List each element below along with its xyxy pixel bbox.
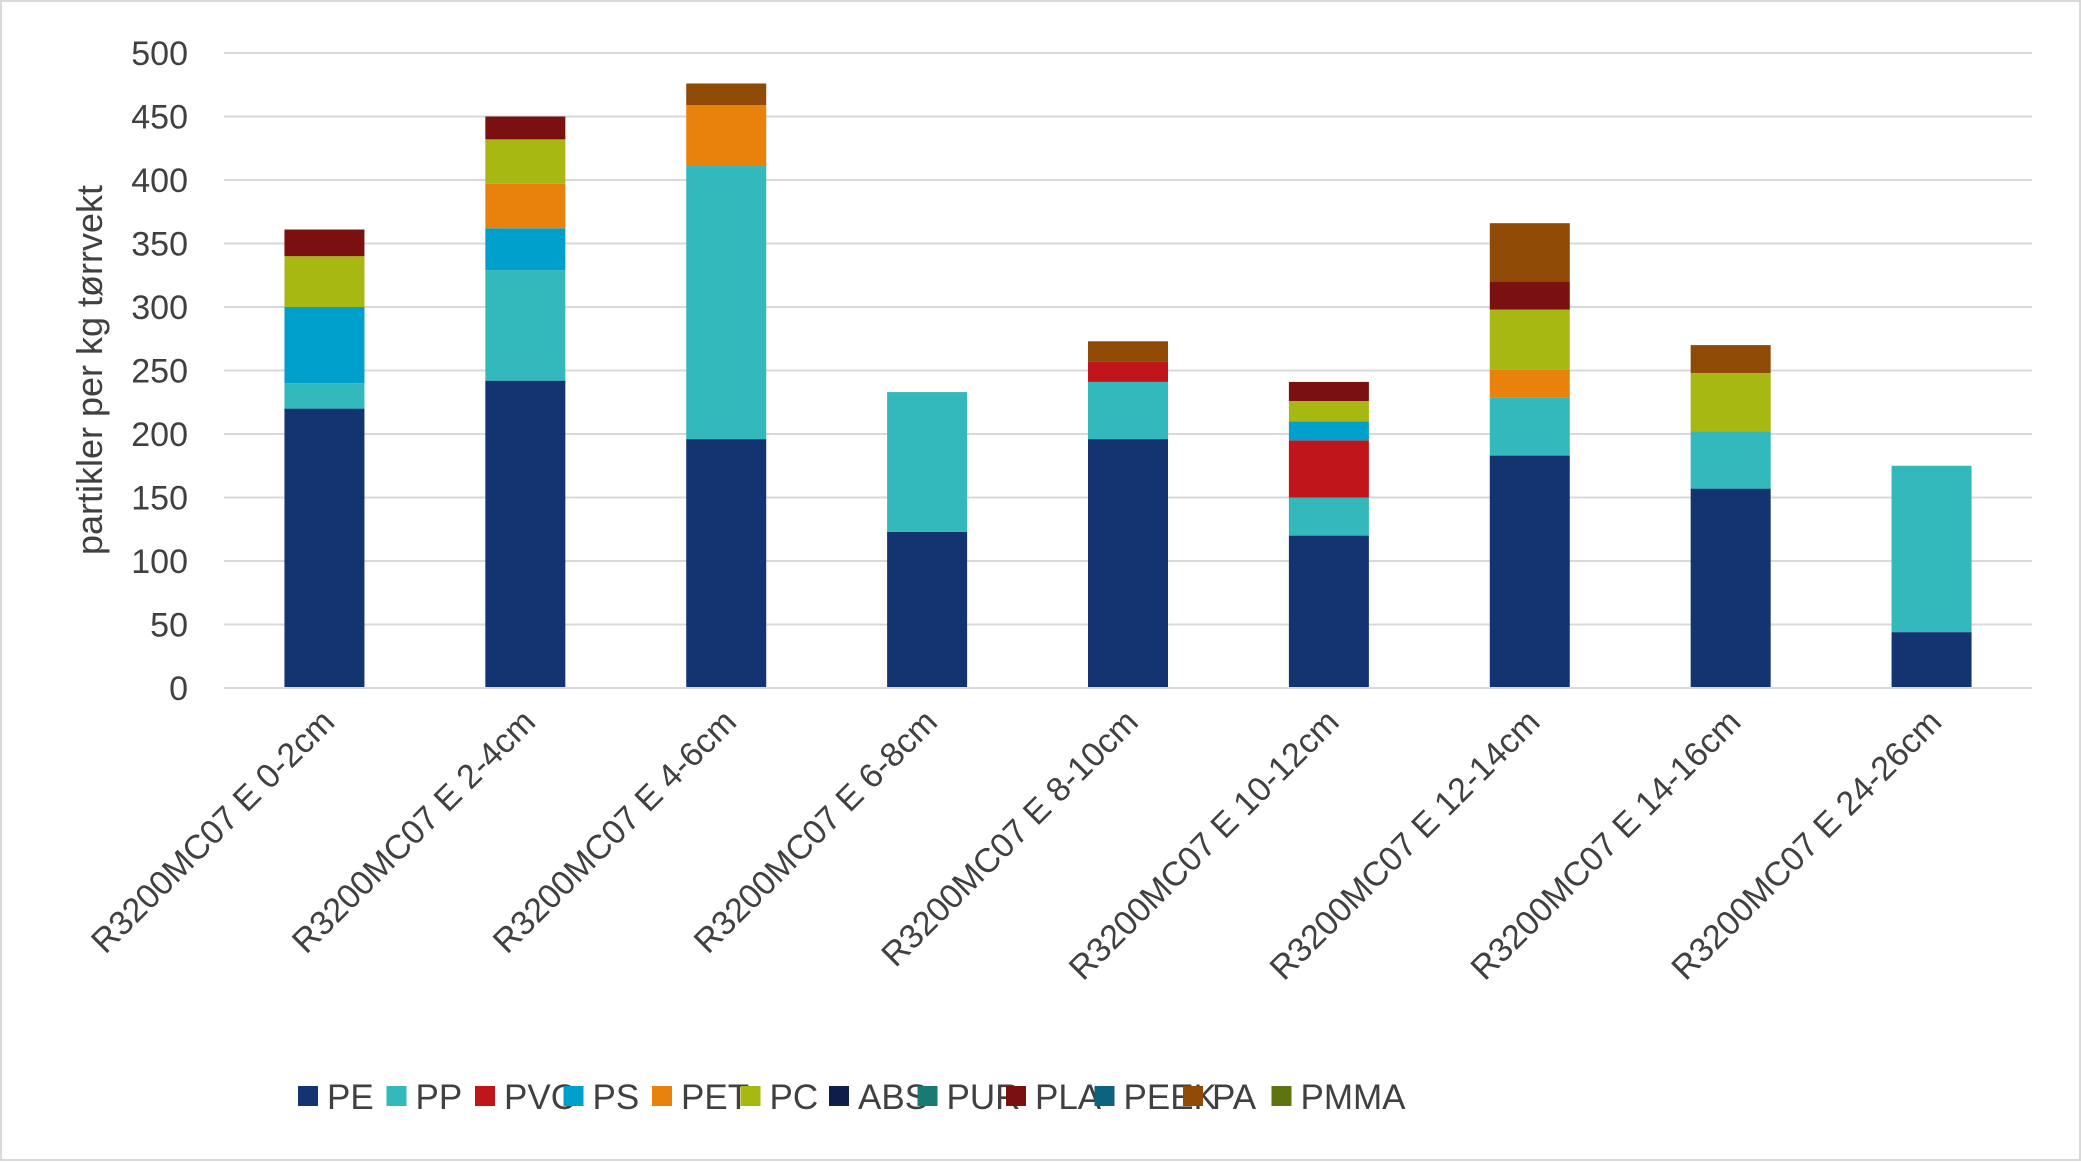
bar-segment-pc <box>1690 373 1771 432</box>
legend-swatch-pvc <box>475 1086 495 1106</box>
bar-segment-pvc <box>1288 440 1369 498</box>
bar-segment-pp <box>1288 497 1369 536</box>
bar-segment-pp <box>686 166 767 440</box>
legend-swatch-pa <box>1183 1086 1203 1106</box>
legend-label-abs: ABS <box>858 1078 928 1117</box>
y-axis-ticks: 0 50 100 150 200 250 300 350 400 450 500 <box>131 35 188 708</box>
y-tick-label: 500 <box>131 35 188 73</box>
legend-label-ps: PS <box>593 1078 640 1117</box>
y-tick-label: 300 <box>131 289 188 327</box>
bar-segment-pe <box>1891 632 1972 688</box>
bar-segment-pa <box>1690 345 1771 374</box>
bar-segment-pe <box>284 408 365 688</box>
legend-label-pc: PC <box>770 1078 819 1117</box>
bar-segment-pp <box>1489 397 1570 456</box>
bar-segment-pc <box>1489 309 1570 370</box>
bar-segment-pe <box>686 439 767 688</box>
bars <box>284 83 1972 688</box>
legend-swatch-ps <box>563 1086 584 1106</box>
y-tick-label: 250 <box>131 353 188 391</box>
legend-label-pp: PP <box>416 1078 463 1117</box>
bar-segment-pp <box>284 383 365 409</box>
legend-label-pe: PE <box>327 1078 374 1117</box>
bar-segment-pp <box>485 270 566 381</box>
legend-swatch-pet <box>652 1086 672 1106</box>
bar-segment-pc <box>284 256 365 307</box>
bar-segment-pe <box>1088 439 1168 688</box>
bar-segment-pla <box>1288 381 1369 401</box>
y-tick-label: 400 <box>131 162 188 200</box>
bar-segment-pp <box>1891 465 1972 633</box>
legend-swatch-pla <box>1006 1086 1026 1106</box>
bar-segment-pe <box>1288 535 1369 688</box>
bar-segment-pe <box>887 531 968 688</box>
legend-label-pet: PET <box>681 1078 749 1117</box>
legend-label-pla: PLA <box>1035 1078 1102 1117</box>
y-tick-label: 450 <box>131 99 188 137</box>
legend-swatch-pur <box>917 1086 938 1106</box>
y-tick-label: 200 <box>131 416 188 454</box>
bar-segment-pe <box>1690 488 1771 688</box>
bar-segment-pet <box>485 183 566 229</box>
legend-swatch-pc <box>740 1086 761 1106</box>
bar-segment-pet <box>1489 369 1570 398</box>
bar-segment-pc <box>1288 400 1369 422</box>
bar-segment-pvc <box>1088 361 1168 382</box>
bar-segment-pla <box>1489 281 1570 310</box>
legend-swatch-peek <box>1094 1086 1115 1106</box>
bar-segment-pp <box>1088 381 1168 440</box>
bar-segment-pa <box>686 83 767 106</box>
bar-segment-pe <box>1489 455 1570 688</box>
y-tick-label: 150 <box>131 480 188 518</box>
y-tick-label: 50 <box>150 607 188 645</box>
bar-segment-pa <box>1088 341 1168 362</box>
bar-segment-pet <box>686 105 767 167</box>
bar-segment-pla <box>284 229 365 257</box>
legend-label-pa: PA <box>1212 1078 1257 1117</box>
y-tick-label: 350 <box>131 226 188 264</box>
bar-segment-ps <box>485 228 566 271</box>
bar-segment-pa <box>1489 223 1570 282</box>
legend-label-pmma: PMMA <box>1301 1078 1407 1117</box>
legend-swatch-abs <box>829 1086 849 1106</box>
bar-segment-ps <box>284 307 365 384</box>
bar-segment-pc <box>485 139 566 184</box>
y-tick-label: 100 <box>131 543 188 581</box>
legend-swatch-pe <box>298 1086 318 1106</box>
legend-swatch-pmma <box>1271 1086 1292 1106</box>
y-tick-label: 0 <box>169 670 188 708</box>
bar-segment-pla <box>485 116 566 140</box>
bar-segment-pe <box>485 380 566 688</box>
bar-segment-ps <box>1288 421 1369 441</box>
bar-segment-pp <box>887 392 968 532</box>
bar-segment-pp <box>1690 431 1771 489</box>
y-axis-label: partikler per kg tørrvekt <box>69 185 110 555</box>
legend-swatch-pp <box>386 1086 407 1106</box>
